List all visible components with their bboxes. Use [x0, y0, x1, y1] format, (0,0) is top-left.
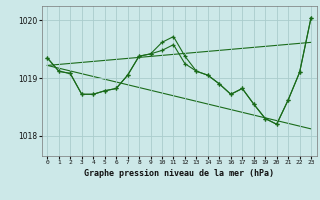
X-axis label: Graphe pression niveau de la mer (hPa): Graphe pression niveau de la mer (hPa)	[84, 169, 274, 178]
